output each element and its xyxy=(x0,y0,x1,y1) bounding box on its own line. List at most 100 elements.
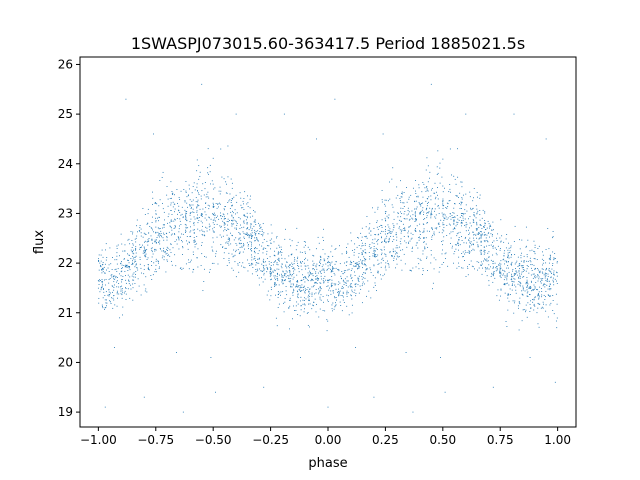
data-point xyxy=(418,268,420,270)
data-point xyxy=(354,283,356,285)
data-point xyxy=(380,254,382,256)
data-point xyxy=(305,257,306,259)
data-point xyxy=(306,289,308,290)
data-point xyxy=(484,259,486,261)
data-point xyxy=(494,277,496,279)
data-point xyxy=(366,295,367,297)
data-point xyxy=(365,252,367,254)
data-point xyxy=(547,288,549,290)
data-point xyxy=(423,241,425,243)
data-point xyxy=(297,285,299,287)
data-point xyxy=(461,215,463,216)
data-point xyxy=(404,240,406,242)
data-point xyxy=(276,263,278,265)
y-axis-label: flux xyxy=(32,230,47,254)
data-point xyxy=(290,273,292,275)
data-point xyxy=(505,238,507,240)
data-point xyxy=(204,256,205,257)
data-point xyxy=(185,232,186,233)
data-point xyxy=(490,266,491,268)
data-point xyxy=(155,221,157,223)
data-point xyxy=(430,195,432,197)
data-point xyxy=(437,194,438,196)
data-point xyxy=(478,261,480,263)
data-point xyxy=(472,207,474,209)
data-point xyxy=(461,253,463,254)
data-point xyxy=(109,300,111,302)
data-point xyxy=(188,194,189,196)
data-point xyxy=(415,200,417,202)
data-point xyxy=(465,252,467,253)
data-point xyxy=(373,242,375,244)
data-point xyxy=(241,227,243,229)
data-point xyxy=(556,271,557,273)
data-point xyxy=(101,278,103,280)
data-point xyxy=(179,225,180,227)
data-point xyxy=(468,239,469,241)
data-point xyxy=(172,192,174,194)
data-point xyxy=(509,288,511,290)
data-point xyxy=(120,288,122,290)
data-point xyxy=(144,249,146,251)
data-point xyxy=(549,283,551,285)
data-point xyxy=(516,260,518,262)
data-point xyxy=(277,291,279,292)
data-point xyxy=(547,280,549,282)
data-point xyxy=(406,246,408,248)
data-point xyxy=(315,278,317,280)
data-point xyxy=(346,296,348,297)
data-point xyxy=(355,265,357,267)
data-point xyxy=(242,262,244,264)
data-point xyxy=(118,283,120,284)
data-point xyxy=(449,242,451,244)
data-point xyxy=(513,113,515,115)
data-point xyxy=(124,290,126,292)
data-point xyxy=(474,268,475,270)
data-point xyxy=(350,269,352,271)
data-point xyxy=(456,235,458,237)
data-point xyxy=(166,194,168,196)
data-point xyxy=(426,208,427,210)
data-point xyxy=(297,280,298,281)
data-point xyxy=(384,230,386,232)
data-point xyxy=(184,223,186,225)
data-point xyxy=(250,233,252,235)
data-point xyxy=(342,273,344,275)
data-point xyxy=(317,279,319,281)
data-point xyxy=(277,252,279,254)
data-point xyxy=(154,250,156,252)
data-point xyxy=(151,222,153,223)
data-point xyxy=(274,261,276,262)
data-point xyxy=(121,297,123,299)
data-point xyxy=(212,250,214,252)
data-point xyxy=(243,266,245,268)
data-point xyxy=(102,267,104,269)
data-point xyxy=(288,255,290,257)
data-point xyxy=(98,280,100,282)
data-point xyxy=(492,247,494,249)
data-point xyxy=(387,200,389,202)
data-point xyxy=(522,289,524,291)
data-point xyxy=(408,242,410,244)
data-point xyxy=(289,274,291,276)
data-point xyxy=(502,259,504,261)
data-point xyxy=(146,291,148,293)
data-point xyxy=(458,256,460,258)
data-point xyxy=(493,229,494,231)
data-point xyxy=(546,279,548,281)
data-point xyxy=(512,300,514,302)
data-point xyxy=(436,174,438,175)
data-point xyxy=(376,220,378,222)
data-point xyxy=(488,244,490,246)
data-point xyxy=(195,197,197,199)
data-point xyxy=(276,247,278,249)
data-point xyxy=(393,257,395,259)
data-point xyxy=(196,243,198,245)
data-point xyxy=(410,269,411,271)
data-point xyxy=(160,230,162,232)
data-point xyxy=(350,274,352,276)
data-point xyxy=(520,257,522,259)
data-point xyxy=(209,217,210,219)
data-point xyxy=(488,284,490,286)
data-point xyxy=(154,241,156,243)
